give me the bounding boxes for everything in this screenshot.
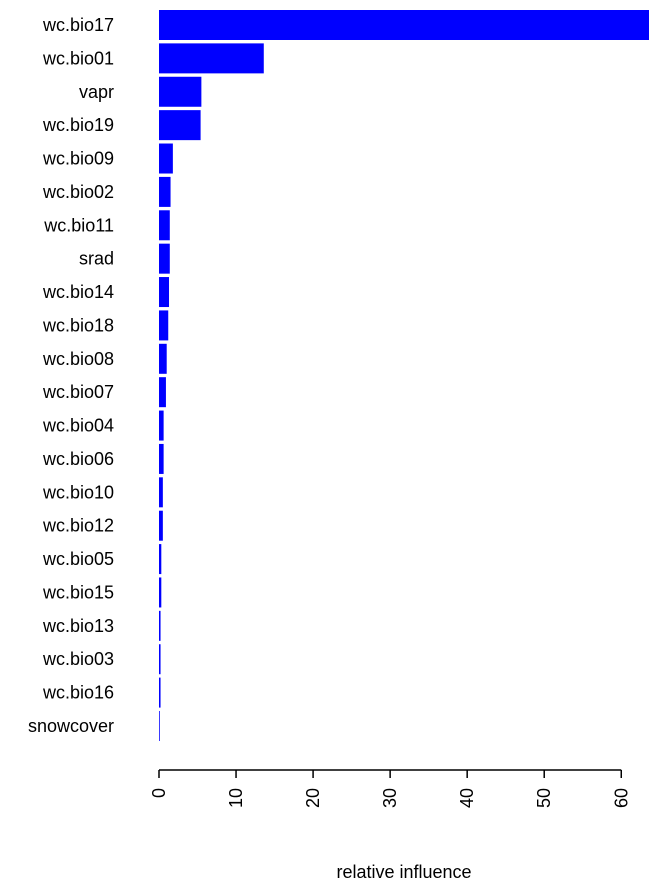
bar (159, 43, 264, 74)
bar (159, 410, 164, 441)
bar (159, 477, 163, 508)
bar (159, 377, 166, 408)
y-tick-label: vapr (79, 82, 114, 102)
bar (159, 110, 201, 141)
y-tick-label: wc.bio12 (42, 516, 114, 536)
y-tick-label: wc.bio06 (42, 449, 114, 469)
bar (159, 210, 170, 241)
bar (159, 577, 162, 608)
y-tick-label: wc.bio13 (42, 616, 114, 636)
y-tick-label: wc.bio07 (42, 382, 114, 402)
y-tick-label: wc.bio05 (42, 549, 114, 569)
bar (159, 10, 649, 40)
bar (159, 76, 202, 107)
bar (159, 510, 163, 541)
bar (159, 343, 167, 374)
y-tick-label: snowcover (28, 716, 114, 736)
x-tick-label: 10 (226, 788, 246, 808)
y-tick-label: wc.bio04 (42, 416, 114, 436)
bar (159, 176, 171, 207)
bar (159, 243, 170, 274)
y-tick-label: wc.bio11 (43, 215, 114, 235)
y-tick-label: wc.bio09 (42, 149, 114, 169)
x-tick-label: 20 (303, 788, 323, 808)
y-tick-label: wc.bio08 (42, 349, 114, 369)
bar (159, 644, 161, 675)
y-tick-label: wc.bio14 (42, 282, 114, 302)
bar (159, 310, 169, 341)
y-tick-label: wc.bio02 (42, 182, 114, 202)
y-tick-label: wc.bio18 (42, 315, 114, 335)
y-tick-label: wc.bio15 (42, 582, 114, 602)
x-axis-label: relative influence (336, 862, 471, 881)
y-tick-label: wc.bio10 (42, 482, 114, 502)
bar (159, 143, 173, 174)
y-tick-label: wc.bio03 (42, 649, 114, 669)
y-tick-label: wc.bio16 (42, 683, 114, 703)
x-tick-label: 0 (149, 788, 169, 798)
bar (159, 710, 160, 741)
y-tick-label: srad (79, 249, 114, 269)
x-tick-label: 40 (457, 788, 477, 808)
y-tick-label: wc.bio17 (42, 15, 114, 35)
x-tick-label: 50 (534, 788, 554, 808)
bar (159, 610, 161, 641)
bar (159, 443, 164, 474)
y-tick-label: wc.bio01 (42, 48, 114, 68)
y-tick-label: wc.bio19 (42, 115, 114, 135)
x-tick-label: 30 (380, 788, 400, 808)
bar (159, 277, 170, 308)
bar (159, 544, 162, 575)
bar (159, 677, 161, 708)
x-tick-label: 60 (611, 788, 631, 808)
